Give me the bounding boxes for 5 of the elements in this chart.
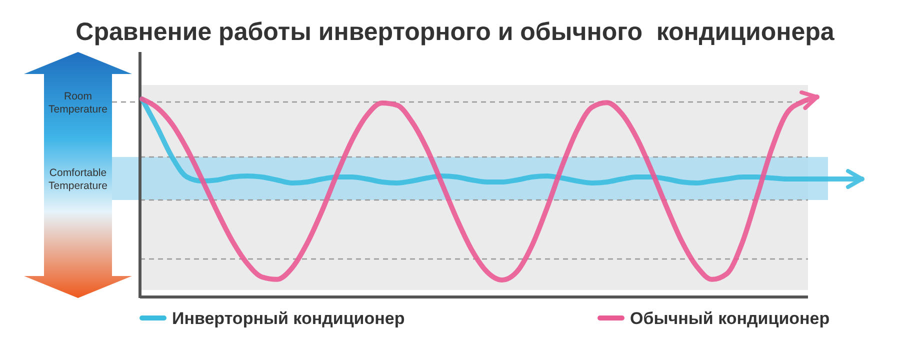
legend-label: Инверторный кондиционер: [172, 309, 405, 328]
band-label: Comfortable Temperature: [48, 167, 108, 192]
ref-line-label: Room Temperature: [48, 90, 108, 116]
legend-label: Обычный кондиционер: [630, 309, 830, 328]
chart-title: Сравнение работы инверторного и обычного кондиционера: [76, 18, 836, 46]
